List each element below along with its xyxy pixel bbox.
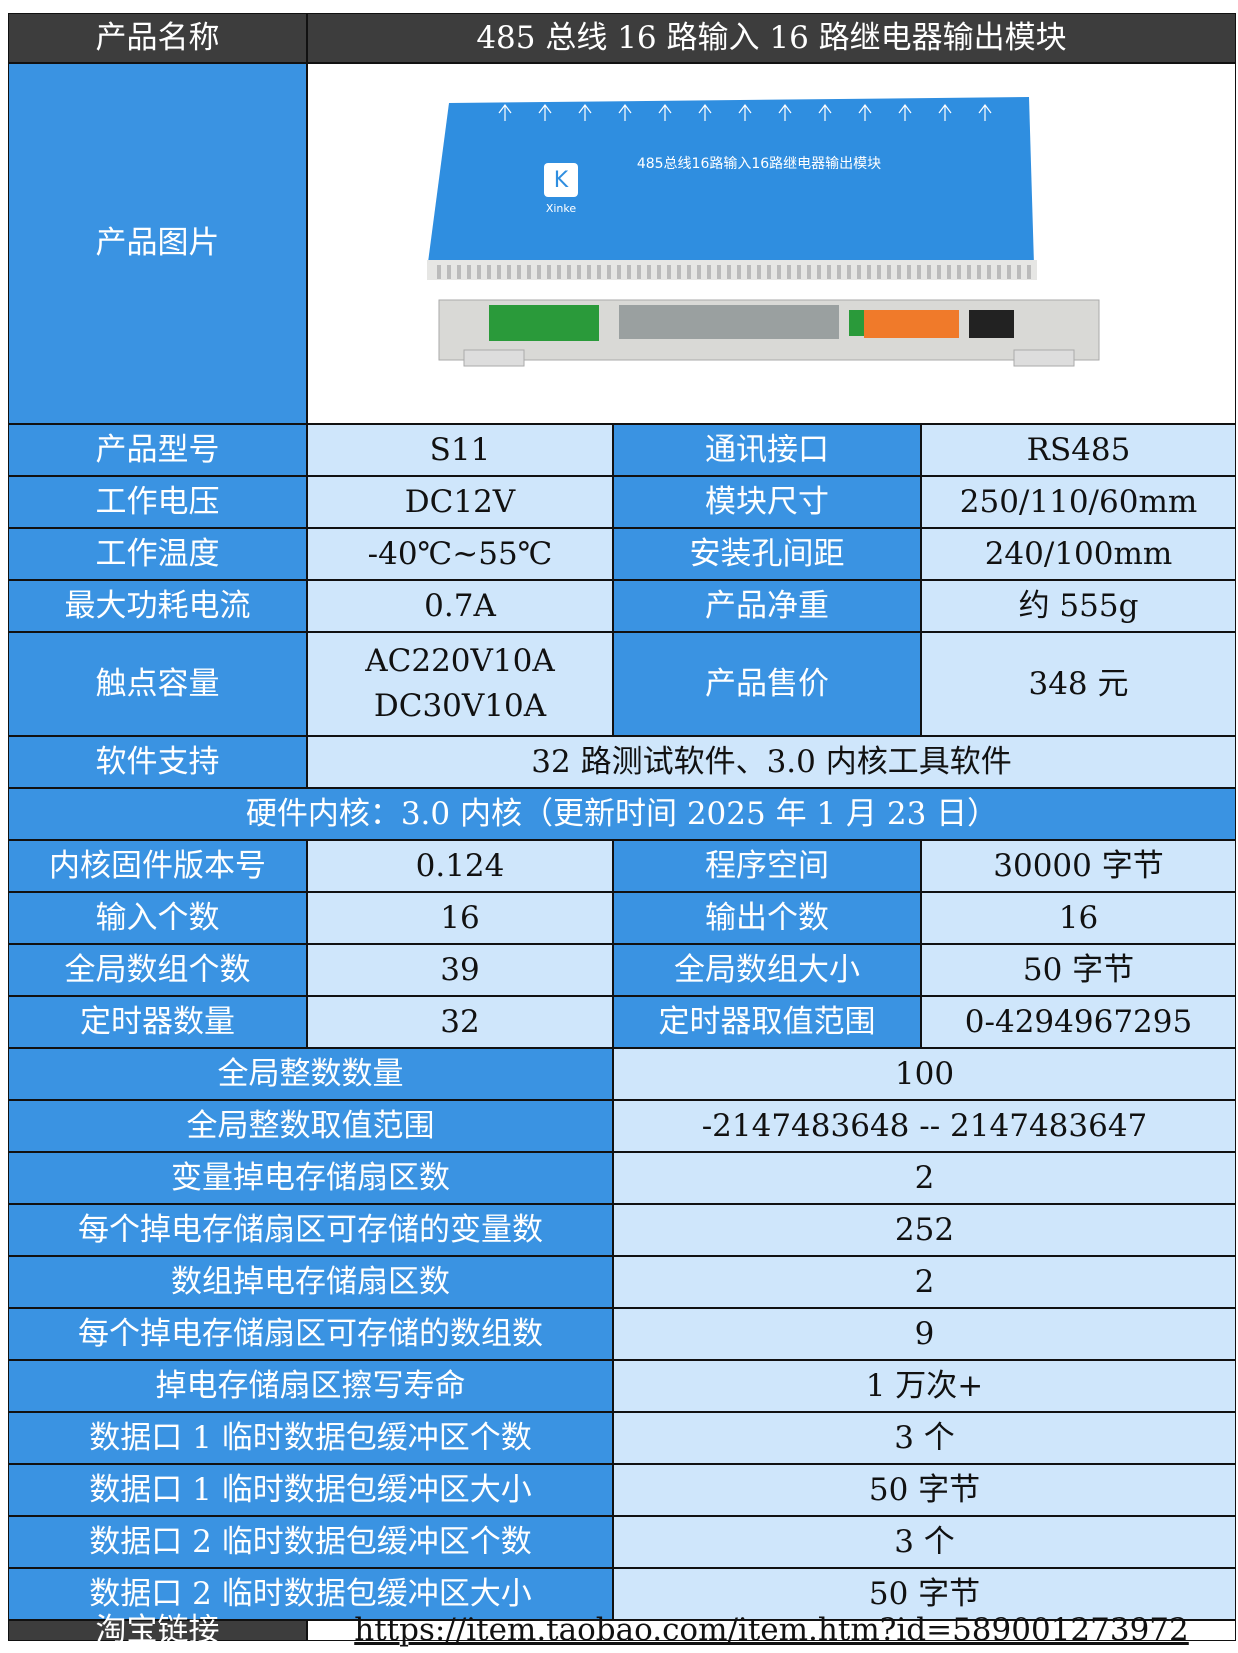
product-image-cell: K Xinke 485总线16路输入16路继电器输出模块 [307,63,1236,424]
spec-label: 最大功耗电流 [8,580,307,632]
spec-value: 39 [307,944,613,996]
brand: Xinke [546,202,577,215]
spec-value: 2 [613,1256,1236,1308]
spec-value: 30000 字节 [921,840,1236,892]
spec-label: 产品型号 [8,424,307,476]
spec-label: 全局整数取值范围 [8,1100,613,1152]
spec-label: 输出个数 [613,892,921,944]
spec-label: 每个掉电存储扇区可存储的变量数 [8,1204,613,1256]
header-title: 485 总线 16 路输入 16 路继电器输出模块 [307,13,1236,63]
spec-label: 定时器取值范围 [613,996,921,1048]
spec-value: 3 个 [613,1516,1236,1568]
spec-value: 0-4294967295 [921,996,1236,1048]
value-line: DC30V10A [373,688,547,724]
spec-label: 全局数组大小 [613,944,921,996]
spec-value: 3 个 [613,1412,1236,1464]
spec-label: 每个掉电存储扇区可存储的数组数 [8,1308,613,1360]
spec-value: 100 [613,1048,1236,1100]
spec-label: 产品售价 [613,632,921,736]
spec-label: 产品净重 [613,580,921,632]
spec-label: 模块尺寸 [613,476,921,528]
spec-label: 通讯接口 [613,424,921,476]
spec-label: 变量掉电存储扇区数 [8,1152,613,1204]
svg-text:K: K [554,168,569,193]
spec-value: -2147483648 -- 2147483647 [613,1100,1236,1152]
spec-label: 内核固件版本号 [8,840,307,892]
header-label: 产品名称 [8,13,307,63]
spec-value: 50 字节 [613,1464,1236,1516]
spec-label: 工作温度 [8,528,307,580]
spec-value: 16 [307,892,613,944]
spec-label: 触点容量 [8,632,307,736]
spec-label: 安装孔间距 [613,528,921,580]
spec-value: 9 [613,1308,1236,1360]
spec-label: 软件支持 [8,736,307,788]
spec-label: 掉电存储扇区擦写寿命 [8,1360,613,1412]
spec-value: RS485 [921,424,1236,476]
image-label: 产品图片 [8,63,307,424]
spec-label: 全局数组个数 [8,944,307,996]
spec-value: 2 [613,1152,1236,1204]
spec-value: 约 555g [921,580,1236,632]
spec-value: 50 字节 [921,944,1236,996]
spec-value: 0.7A [307,580,613,632]
section-heading: 硬件内核：3.0 内核（更新时间 2025 年 1 月 23 日） [8,788,1236,840]
spec-value: AC220V10A DC30V10A [307,632,613,736]
spec-value: DC12V [307,476,613,528]
spec-label: 程序空间 [613,840,921,892]
taobao-link[interactable]: https://item.taobao.com/item.htm?id=5890… [354,1612,1189,1649]
module-title: 485总线16路输入16路继电器输出模块 [637,156,881,172]
spec-label: 输入个数 [8,892,307,944]
spec-value: 1 万次+ [613,1360,1236,1412]
spec-label: 数据口 1 临时数据包缓冲区个数 [8,1412,613,1464]
spec-value: 240/100mm [921,528,1236,580]
value-line: AC220V10A [365,643,555,680]
spec-value: 16 [921,892,1236,944]
spec-value: 32 [307,996,613,1048]
spec-value: 32 路测试软件、3.0 内核工具软件 [307,736,1236,788]
spec-value: 250/110/60mm [921,476,1236,528]
spec-label: 数据口 2 临时数据包缓冲区大小 [8,1568,613,1620]
spec-label: 全局整数数量 [8,1048,613,1100]
spec-label: 数据口 1 临时数据包缓冲区大小 [8,1464,613,1516]
spec-label: 定时器数量 [8,996,307,1048]
spec-value: -40℃~55℃ [307,528,613,580]
spec-value: 252 [613,1204,1236,1256]
spec-value: 50 字节 [613,1568,1236,1620]
spec-label: 工作电压 [8,476,307,528]
product-photo: K Xinke 485总线16路输入16路继电器输出模块 [427,96,1100,366]
spec-label: 数组掉电存储扇区数 [8,1256,613,1308]
link-cell: https://item.taobao.com/item.htm?id=5890… [307,1612,1236,1648]
spec-value: S11 [307,424,613,476]
spec-label: 数据口 2 临时数据包缓冲区个数 [8,1516,613,1568]
spec-value: 0.124 [307,840,613,892]
link-label: 淘宝链接 [8,1612,307,1648]
spec-value: 348 元 [921,632,1236,736]
